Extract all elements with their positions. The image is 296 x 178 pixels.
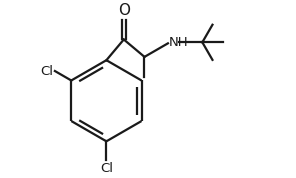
Text: Cl: Cl [40, 64, 53, 77]
Text: NH: NH [169, 36, 189, 49]
Text: Cl: Cl [100, 162, 113, 175]
Text: O: O [118, 2, 130, 17]
